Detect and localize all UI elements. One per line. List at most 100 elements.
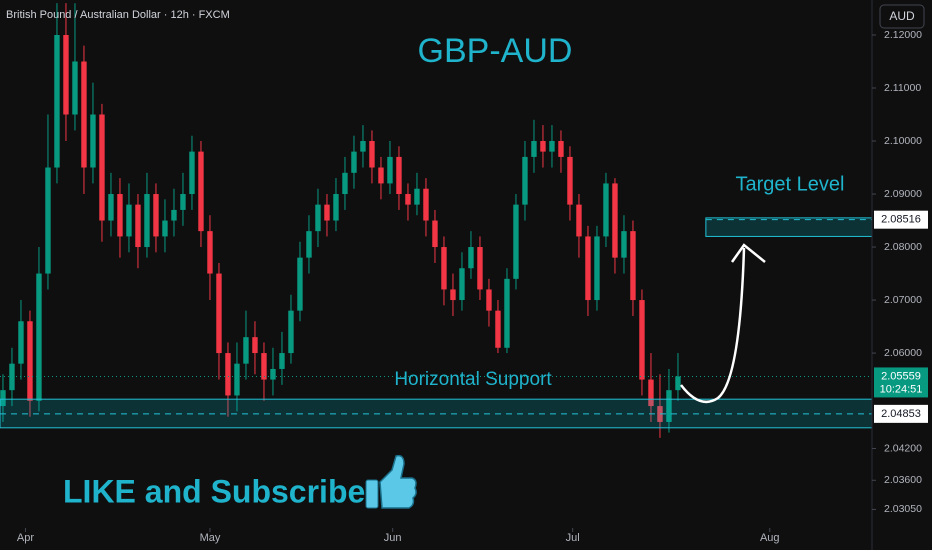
candle-body [630, 231, 636, 301]
price-label-box [874, 210, 928, 229]
candle-body [342, 172, 348, 195]
candle-body [216, 273, 222, 354]
candle-body [279, 353, 285, 369]
candle-body [540, 141, 546, 152]
candle-body [360, 141, 366, 152]
candle-body [468, 247, 474, 269]
candle-body [306, 231, 312, 258]
y-tick-label: 2.03050 [884, 503, 922, 515]
candle-body [36, 273, 42, 401]
price-label: 2.08516 [881, 214, 921, 226]
candle-body [9, 363, 15, 391]
candle-body [486, 289, 492, 311]
y-tick-label: 2.12000 [884, 29, 922, 41]
candle-body [99, 114, 105, 221]
candle-body [594, 236, 600, 301]
candle-body [297, 257, 303, 311]
y-tick-label: 2.03600 [884, 474, 922, 486]
y-tick-label: 2.07000 [884, 294, 922, 306]
x-tick-label: Aug [760, 532, 780, 544]
candle-body [441, 247, 447, 290]
candle-body [90, 114, 96, 168]
y-tick-label: 2.08000 [884, 241, 922, 253]
y-tick-label: 2.04200 [884, 442, 922, 454]
candle-body [396, 156, 402, 195]
candle-body [207, 231, 213, 274]
candle-body [117, 194, 123, 237]
zones [0, 217, 873, 429]
candle-body [333, 194, 339, 221]
countdown-label: 10:24:51 [880, 383, 923, 395]
candle-body [234, 363, 240, 396]
candle-body [162, 220, 168, 237]
candle-body [135, 204, 141, 248]
candle-body [45, 167, 51, 274]
y-tick-label: 2.09000 [884, 188, 922, 200]
candle-body [315, 204, 321, 232]
zone-box [705, 217, 873, 237]
chart-title: GBP-AUD [418, 32, 573, 70]
candle-body [549, 141, 555, 152]
candle-body [495, 310, 501, 348]
candle-body [126, 204, 132, 237]
candle-body [198, 151, 204, 232]
candle-body [666, 390, 672, 422]
x-tick-label: Jun [384, 532, 402, 544]
candle-body [612, 183, 618, 258]
candle-body [567, 156, 573, 205]
call-to-action: LIKE and Subscribe [63, 473, 365, 509]
candle-body [576, 204, 582, 237]
candle-body [603, 183, 609, 237]
candle-body [0, 390, 6, 407]
candle-body [657, 406, 663, 422]
last-price-label: 2.05559 [881, 370, 921, 382]
candle-body [531, 141, 537, 157]
candle-body [405, 194, 411, 205]
price-label-box [874, 404, 928, 423]
candle-body [387, 156, 393, 184]
candle-body [288, 310, 294, 354]
candle-body [513, 204, 519, 279]
y-tick-label: 2.11000 [884, 82, 921, 94]
candle-body [189, 151, 195, 195]
candle-body [108, 194, 114, 221]
symbol-header: British Pound / Australian Dollar · 12h … [6, 9, 230, 21]
candle-body [621, 231, 627, 258]
candle-body [324, 204, 330, 221]
candle-body [54, 34, 60, 168]
candle-body [585, 236, 591, 301]
candles [0, 3, 681, 438]
candle-body [81, 61, 87, 168]
candle-body [504, 278, 510, 348]
candle-body [450, 289, 456, 301]
candle-body [63, 34, 69, 115]
zone-label: Horizontal Support [394, 369, 552, 390]
candle-body [72, 61, 78, 115]
last-price-box [874, 367, 928, 398]
candle-body [171, 209, 177, 221]
candle-body [243, 337, 249, 364]
candle-body [423, 188, 429, 221]
y-tick-label: 2.06000 [884, 347, 922, 359]
x-tick-label: May [200, 532, 221, 544]
candle-body [522, 156, 528, 205]
candle-body [270, 368, 276, 380]
projection-arrow [680, 243, 766, 404]
currency-button[interactable] [879, 4, 925, 29]
candle-body [459, 268, 465, 301]
x-tick-label: Apr [17, 532, 34, 544]
candle-body [558, 141, 564, 157]
y-tick-label: 2.10000 [884, 135, 922, 147]
candle-body [351, 151, 357, 173]
candle-body [648, 379, 654, 407]
candle-body [225, 353, 231, 396]
candle-body [639, 300, 645, 380]
candle-body [369, 141, 375, 168]
candle-body [180, 194, 186, 210]
candle-body [675, 376, 681, 391]
candle-body [432, 220, 438, 248]
candle-body [414, 188, 420, 205]
thumbs-up-icon [365, 454, 417, 509]
